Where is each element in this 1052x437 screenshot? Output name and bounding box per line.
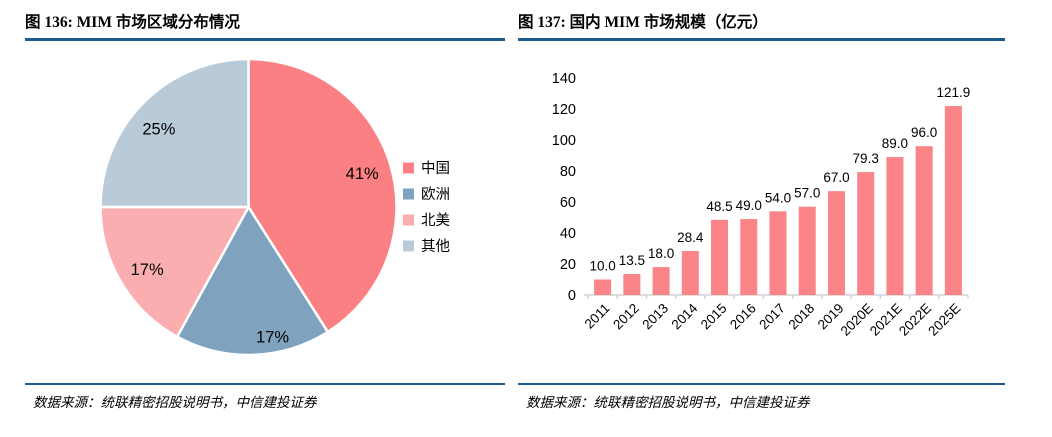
bar-2022E <box>915 146 933 295</box>
y-axis-tick-label: 60 <box>560 195 576 211</box>
y-axis-tick-label: 20 <box>560 257 576 273</box>
x-axis-category-label: 2012 <box>610 301 642 333</box>
x-axis-category-label: 2011 <box>582 301 613 332</box>
figure-137-panel: 图 137: 国内 MIM 市场规模（亿元） 0 20 40 60 80 100 120 14… <box>518 8 1005 433</box>
x-axis-category-label: 2013 <box>639 301 671 333</box>
bar-value-label: 54.0 <box>765 190 791 205</box>
legend-label-中国: 中国 <box>421 160 450 177</box>
bar-2013 <box>652 267 670 295</box>
bar-value-label: 67.0 <box>823 170 849 185</box>
bar-value-label: 28.4 <box>677 230 704 245</box>
bar-value-label: 48.5 <box>706 199 732 214</box>
figure-136-title: 图 136: MIM 市场区域分布情况 <box>25 14 240 31</box>
bar-2016 <box>740 219 758 295</box>
bar-2021E <box>886 157 904 295</box>
bar-2019 <box>827 191 845 295</box>
figure-137-footer-rule <box>518 383 1005 385</box>
pie-slice-percent-label: 41% <box>346 165 379 183</box>
figure-136-title-rule <box>25 38 505 41</box>
figure-136-panel: 图 136: MIM 市场区域分布情况 41% 17% 17% 25% 中国欧洲北美其他… <box>25 8 505 433</box>
bar-value-label: 57.0 <box>794 186 820 201</box>
figure-137-title: 图 137: 国内 MIM 市场规模（亿元） <box>518 14 768 31</box>
pie-slice-percent-label: 25% <box>142 120 175 138</box>
x-axis-category-label: 2014 <box>669 300 701 332</box>
bar-2011 <box>594 279 612 295</box>
pie-slice-其他 <box>99 57 250 209</box>
x-axis-category-label: 2018 <box>785 301 817 333</box>
x-axis-category-label: 2015 <box>698 301 730 333</box>
y-axis-tick-label: 80 <box>560 164 576 180</box>
figure-137-title-rule <box>518 38 1005 41</box>
bar-2017 <box>769 211 787 295</box>
bar-2012 <box>623 274 641 295</box>
pie-slice-percent-label: 17% <box>131 261 164 279</box>
pie-slice-欧洲 <box>175 205 330 357</box>
bar-2020E <box>857 172 875 295</box>
figure-137-source: 数据来源：统联精密招股说明书，中信建投证券 <box>526 395 810 410</box>
legend-label-欧洲: 欧洲 <box>421 186 450 203</box>
x-axis-category-label: 2021E <box>867 301 905 339</box>
y-axis-tick-label: 40 <box>560 226 576 242</box>
pie-slice-北美 <box>99 205 250 338</box>
y-axis-tick-label: 120 <box>552 102 576 118</box>
bar-value-label: 18.0 <box>648 246 674 261</box>
bar-chart-mim-market-size: 0 20 40 60 80 100 120 140 10.0 2011 13.5 2012 18.0 20… <box>552 71 970 339</box>
x-axis-category-label: 2022E <box>896 301 934 339</box>
bar-value-label: 10.0 <box>589 259 615 274</box>
x-axis-category-label: 2016 <box>727 301 759 333</box>
legend-swatch-北美 <box>403 214 414 226</box>
y-axis-tick-label: 0 <box>568 288 576 304</box>
legend-swatch-中国 <box>403 162 414 174</box>
y-axis-tick-label: 100 <box>552 133 576 149</box>
bar-2014 <box>681 250 699 295</box>
legend-label-其他: 其他 <box>421 238 450 255</box>
bar-2018 <box>798 206 816 295</box>
bar-value-label: 96.0 <box>911 125 937 140</box>
bar-value-label: 13.5 <box>619 253 645 268</box>
figure-136-source: 数据来源：统联精密招股说明书，中信建投证券 <box>33 395 317 410</box>
legend-label-北美: 北美 <box>421 212 450 229</box>
bar-2025E <box>944 106 962 296</box>
bar-value-label: 121.9 <box>936 85 970 100</box>
x-axis-category-label: 2025E <box>925 301 963 339</box>
x-axis-category-label: 2017 <box>756 301 788 333</box>
bar-value-label: 89.0 <box>882 136 908 151</box>
legend-swatch-其他 <box>403 240 414 252</box>
legend-swatch-欧洲 <box>403 188 414 200</box>
bar-value-label: 79.3 <box>853 151 879 166</box>
figure-136-footer-rule <box>25 383 505 385</box>
x-axis-category-label: 2020E <box>838 301 876 339</box>
bar-2015 <box>711 219 729 295</box>
pie-slice-percent-label: 17% <box>256 329 289 347</box>
y-axis-tick-label: 140 <box>552 71 576 87</box>
bar-value-label: 49.0 <box>736 198 762 213</box>
